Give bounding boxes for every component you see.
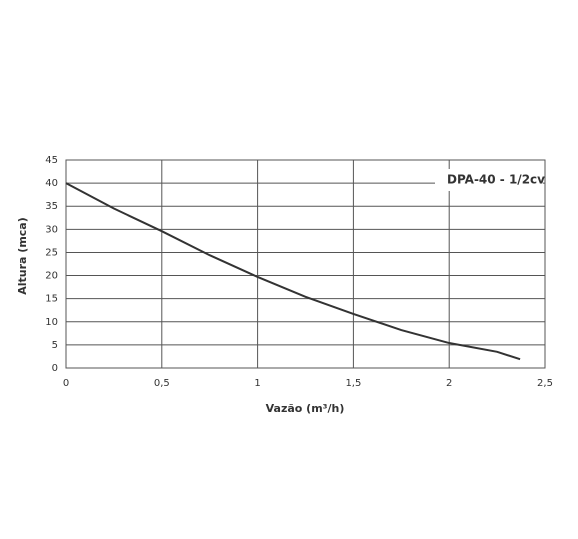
y-tick-label: 15 (45, 294, 58, 305)
y-tick-label: 30 (45, 224, 58, 235)
y-tick-label: 45 (45, 155, 58, 166)
legend-box (435, 169, 543, 191)
y-tick-label: 5 (52, 340, 58, 351)
line-series (65, 182, 521, 361)
y-tick-label: 0 (52, 363, 58, 374)
x-axis-title: Vazão (m³/h) (266, 402, 345, 415)
legend-label: DPA-40 - 1/2cv (447, 173, 545, 187)
x-tick-label: 0,5 (154, 378, 170, 389)
plot-frame (65, 159, 546, 369)
x-tick-label: 1 (254, 378, 260, 389)
y-tick-label: 35 (45, 201, 58, 212)
y-axis-title: Altura (mca) (16, 217, 29, 295)
y-tick-label: 25 (45, 247, 58, 258)
x-tick-label: 0 (63, 378, 69, 389)
x-tick-label: 2 (446, 378, 452, 389)
y-tick-label: 20 (45, 271, 58, 282)
y-tick-label: 10 (45, 317, 58, 328)
y-tick-label: 40 (45, 178, 58, 189)
x-tick-label: 2,5 (537, 378, 553, 389)
x-tick-label: 1,5 (345, 378, 361, 389)
